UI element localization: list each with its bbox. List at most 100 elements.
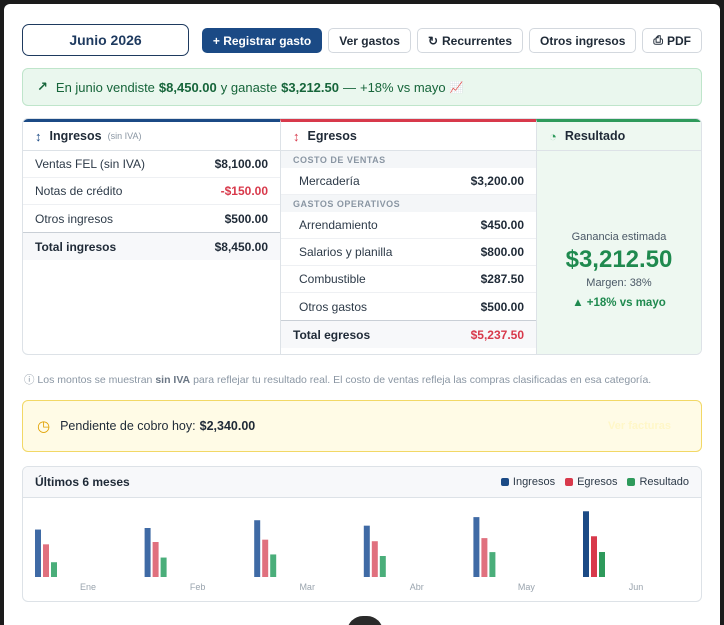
expense-row-label: Otros gastos [299,299,368,314]
x-tick-label: Feb [190,582,206,592]
section-cost-of-sales: COSTO DE VENTAS [281,151,536,168]
up-down-arrow-icon: ↕ [35,128,42,144]
pdf-button[interactable]: ⎙ PDF [642,28,702,53]
expenses-title: Egresos [307,129,357,143]
summary-banner: ↗ En junio vendiste $8,450.00 y ganaste … [22,68,702,106]
legend-swatch-ingresos [500,478,509,486]
income-header: ↕ Ingresos (sin IVA) [23,122,280,151]
income-row-value: -$150.00 [220,184,268,198]
expense-row: Arrendamiento $450.00 [281,212,536,239]
chart-legend: Ingresos Egresos Resultado [500,476,689,488]
legend-swatch-resultado [627,478,636,486]
income-row-label: Ventas FEL (sin IVA) [35,157,146,171]
toolbar: Junio 2026 + Registrar gasto Ver gastos … [22,24,702,56]
pending-value: $2,340.00 [199,419,256,433]
income-total: Total ingresos $8,450.00 [23,232,280,260]
income-title: Ingresos [49,129,102,143]
banner-change: +18% vs mayo [359,79,446,95]
estimated-profit-value: $3,212.50 [565,246,673,273]
bar-resultado-jun [599,552,605,577]
banner-sales: $8,450.00 [158,79,217,95]
result-column: ◔ Resultado Ganancia estimada $3,212.50 … [536,119,701,354]
income-subtitle: (sin IVA) [107,131,142,141]
legend-item: Egresos [565,476,617,488]
other-income-button[interactable]: Otros ingresos [529,28,637,53]
banner-profit: $3,212.50 [281,79,339,95]
legend-label: Resultado [639,476,689,488]
recurring-label: Recurrentes [442,33,513,48]
bar-egresos-abr [371,541,378,577]
bar-egresos-ene [43,544,49,577]
view-invoices-link[interactable]: Ver facturas [608,420,671,432]
x-tick-label: Ene [80,582,96,592]
month-selector[interactable]: Junio 2026 [22,24,189,56]
recurring-button[interactable]: ↻ Recurrentes [416,28,524,53]
legend-swatch-egresos [565,478,574,486]
register-expense-button[interactable]: + Registrar gasto [201,28,323,53]
info-note: ⓘ Los montos se muestran sin IVA para re… [24,372,651,387]
income-column: ↕ Ingresos (sin IVA) Ventas FEL (sin IVA… [23,119,280,354]
bar-ingresos-feb [144,528,151,577]
up-down-arrow-icon: ↕ [293,128,300,144]
expense-row: Salarios y planilla $800.00 [281,239,536,266]
income-row: Notas de crédito -$150.00 [23,178,280,205]
income-total-label: Total ingresos [35,239,117,254]
expenses-total-label: Total egresos [293,327,371,342]
pdf-icon: ⎙ [653,33,663,47]
x-tick-label: May [518,582,536,592]
info-icon: ⓘ [24,374,35,386]
expense-row-value: $800.00 [480,245,524,259]
expense-row: Mercadería $3,200.00 [281,168,536,195]
bar-egresos-mar [262,539,269,577]
six-month-chart: Últimos 6 meses Ingresos Egresos Resulta… [22,466,702,602]
bar-ingresos-abr [363,525,370,577]
margin-label: Margen: 38% [586,277,652,289]
legend-label: Egresos [577,476,618,488]
banner-text-2: y ganaste [220,79,278,95]
expense-row-value: $500.00 [480,299,524,314]
bar-resultado-feb [160,557,167,577]
x-tick-label: Abr [410,582,424,592]
pdf-label: PDF [667,33,691,48]
estimated-profit-label: Ganancia estimada [571,231,667,243]
bar-resultado-abr [379,556,386,577]
income-row-label: Notas de crédito [35,184,123,198]
expense-row-label: Salarios y planilla [299,245,393,259]
income-row-label: Otros ingresos [35,211,114,226]
expense-row: Otros gastos $500.00 [281,293,536,320]
month-label: Junio 2026 [69,32,142,48]
pie-chart-icon: ◔ [549,128,557,144]
result-title: Resultado [564,129,626,143]
bar-resultado-may [489,552,496,577]
bar-chart: Ene Feb Mar Abr May Jun [35,511,643,592]
expense-row-value: $287.50 [480,272,524,286]
bar-resultado-mar [270,554,277,577]
expense-row-value: $3,200.00 [470,174,524,188]
pending-collection-alert: ◷ Pendiente de cobro hoy: $2,340.00 Ver … [22,400,702,452]
view-expenses-button[interactable]: Ver gastos [328,28,411,53]
bar-ingresos-mar [254,520,261,577]
expense-row-value: $450.00 [480,218,524,232]
note-text-2: para reflejar tu resultado real. El cost… [193,374,652,386]
x-tick-label: Mar [299,582,315,592]
legend-label: Ingresos [512,476,556,488]
bar-ingresos-may [473,517,480,577]
expense-row-label: Arrendamiento [299,218,378,232]
legend-item: Ingresos [500,476,556,488]
clock-dollar-icon: ◷ [37,418,51,435]
expense-row-label: Mercadería [299,174,360,188]
bar-egresos-feb [152,542,159,577]
scroll-indicator [347,616,383,625]
action-buttons: + Registrar gasto Ver gastos ↻ Recurrent… [201,28,702,53]
banner-text-3: — [342,79,356,95]
trend-label: ▲ +18% vs mayo [572,297,666,309]
note-text-1: Los montos se muestran [37,374,153,386]
bar-resultado-ene [51,562,57,577]
income-row-value: $500.00 [224,211,268,226]
expenses-total: Total egresos $5,237.50 [281,320,536,348]
bar-ingresos-ene [35,529,41,577]
recurring-icon: ↻ [427,33,438,48]
expenses-total-value: $5,237.50 [470,327,524,342]
expenses-column: ↕ Egresos COSTO DE VENTAS Mercadería $3,… [280,119,536,354]
result-summary: Ganancia estimada $3,212.50 Margen: 38% … [537,231,701,309]
